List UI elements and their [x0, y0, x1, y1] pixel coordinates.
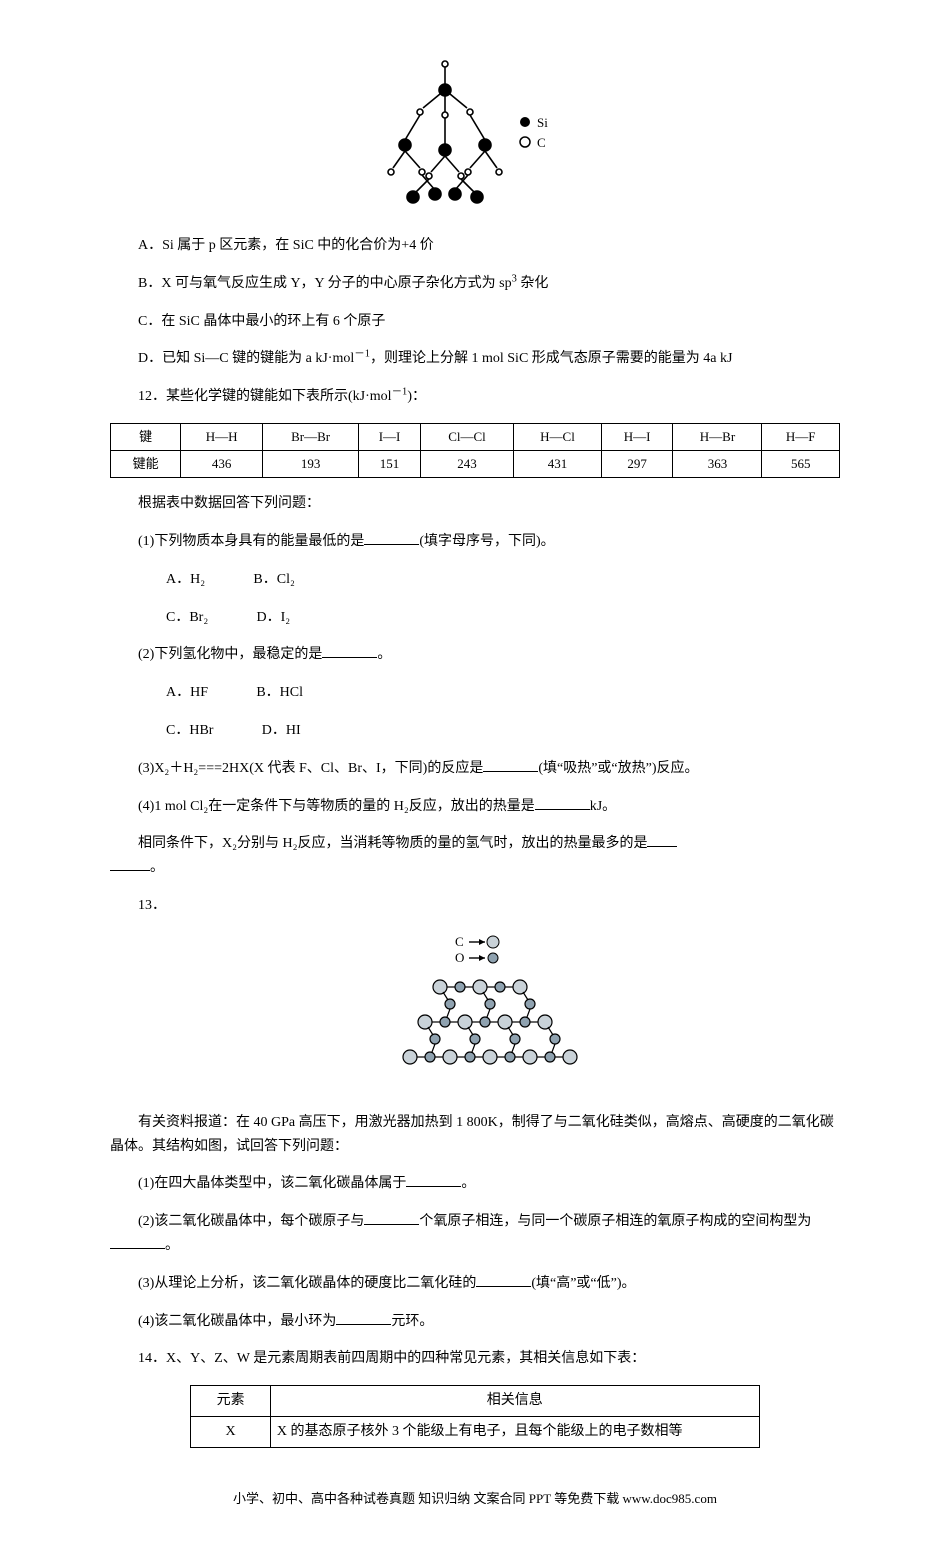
svg-text:C: C: [455, 934, 464, 949]
q12-2: (2)下列氢化物中，最稳定的是。: [110, 643, 840, 667]
sic-svg: Si C: [345, 50, 605, 220]
q11-opt-b: B．X 可与氧气反应生成 Y，Y 分子的中心原子杂化方式为 sp3 杂化: [110, 272, 840, 296]
q12-2-opts-ab: A．HF B．HCl: [110, 681, 840, 705]
bond-energy-table: 键 H—H Br—Br I—I Cl—Cl H—Cl H—I H—Br H—F …: [110, 423, 840, 478]
bond-value-row: 键能 436 193 151 243 431 297 363 565: [111, 451, 840, 478]
q12-sub-intro: 根据表中数据回答下列问题：: [110, 492, 840, 516]
legend-c-dot: [520, 137, 530, 147]
q12-4a: (4)1 mol Cl₂在一定条件下与等物质的量的 H₂反应，放出的热量是kJ。: [110, 795, 840, 819]
co2-figure: C O: [110, 932, 840, 1097]
q13-4: (4)该二氧化碳晶体中，最小环为元环。: [110, 1310, 840, 1334]
page-footer: 小学、初中、高中各种试卷真题 知识归纳 文案合同 PPT 等免费下载 www.d…: [110, 1488, 840, 1510]
q12-1: (1)下列物质本身具有的能量最低的是(填字母序号，下同)。: [110, 530, 840, 554]
co2-svg: C O: [365, 932, 585, 1097]
q12-stem: 12．某些化学键的键能如下表所示(kJ·mol－1)：: [110, 385, 840, 409]
q11-opt-c: C．在 SiC 晶体中最小的环上有 6 个原子: [110, 310, 840, 334]
legend-si-dot: [520, 117, 530, 127]
bond-header-row: 键 H—H Br—Br I—I Cl—Cl H—Cl H—I H—Br H—F: [111, 423, 840, 450]
legend-c-text: C: [537, 135, 546, 150]
svg-text:O: O: [455, 950, 464, 965]
q12-1-opts-ab: A．H₂ B．Cl₂: [110, 568, 840, 592]
q12-3: (3)X₂＋H₂===2HX(X 代表 F、Cl、Br、I，下同)的反应是(填“…: [110, 757, 840, 781]
q13-1: (1)在四大晶体类型中，该二氧化碳晶体属于。: [110, 1172, 840, 1196]
sic-figure: Si C: [110, 50, 840, 220]
q13-intro: 有关资料报道：在 40 GPa 高压下，用激光器加热到 1 800K，制得了与二…: [110, 1111, 840, 1159]
element-info-table: 元素 相关信息 X X 的基态原子核外 3 个能级上有电子，且每个能级上的电子数…: [190, 1385, 759, 1448]
legend-si-text: Si: [537, 115, 548, 130]
q12-2-opts-cd: C．HBr D．HI: [110, 719, 840, 743]
q13-2: (2)该二氧化碳晶体中，每个碳原子与个氧原子相连，与同一个碳原子相连的氧原子构成…: [110, 1210, 840, 1258]
q14-stem: 14．X、Y、Z、W 是元素周期表前四周期中的四种常见元素，其相关信息如下表：: [110, 1347, 840, 1371]
q11-opt-d: D．已知 Si—C 键的键能为 a kJ·mol－1，则理论上分解 1 mol …: [110, 347, 840, 371]
q13-3: (3)从理论上分析，该二氧化碳晶体的硬度比二氧化硅的(填“高”或“低”)。: [110, 1272, 840, 1296]
q13-num: 13．: [110, 894, 840, 918]
q12-4b: 相同条件下，X₂分别与 H₂反应，当消耗等物质的量的氢气时，放出的热量最多的是 …: [110, 832, 840, 880]
q11-opt-a: A．Si 属于 p 区元素，在 SiC 中的化合价为+4 价: [110, 234, 840, 258]
q12-1-opts-cd: C．Br₂ D．I₂: [110, 606, 840, 630]
